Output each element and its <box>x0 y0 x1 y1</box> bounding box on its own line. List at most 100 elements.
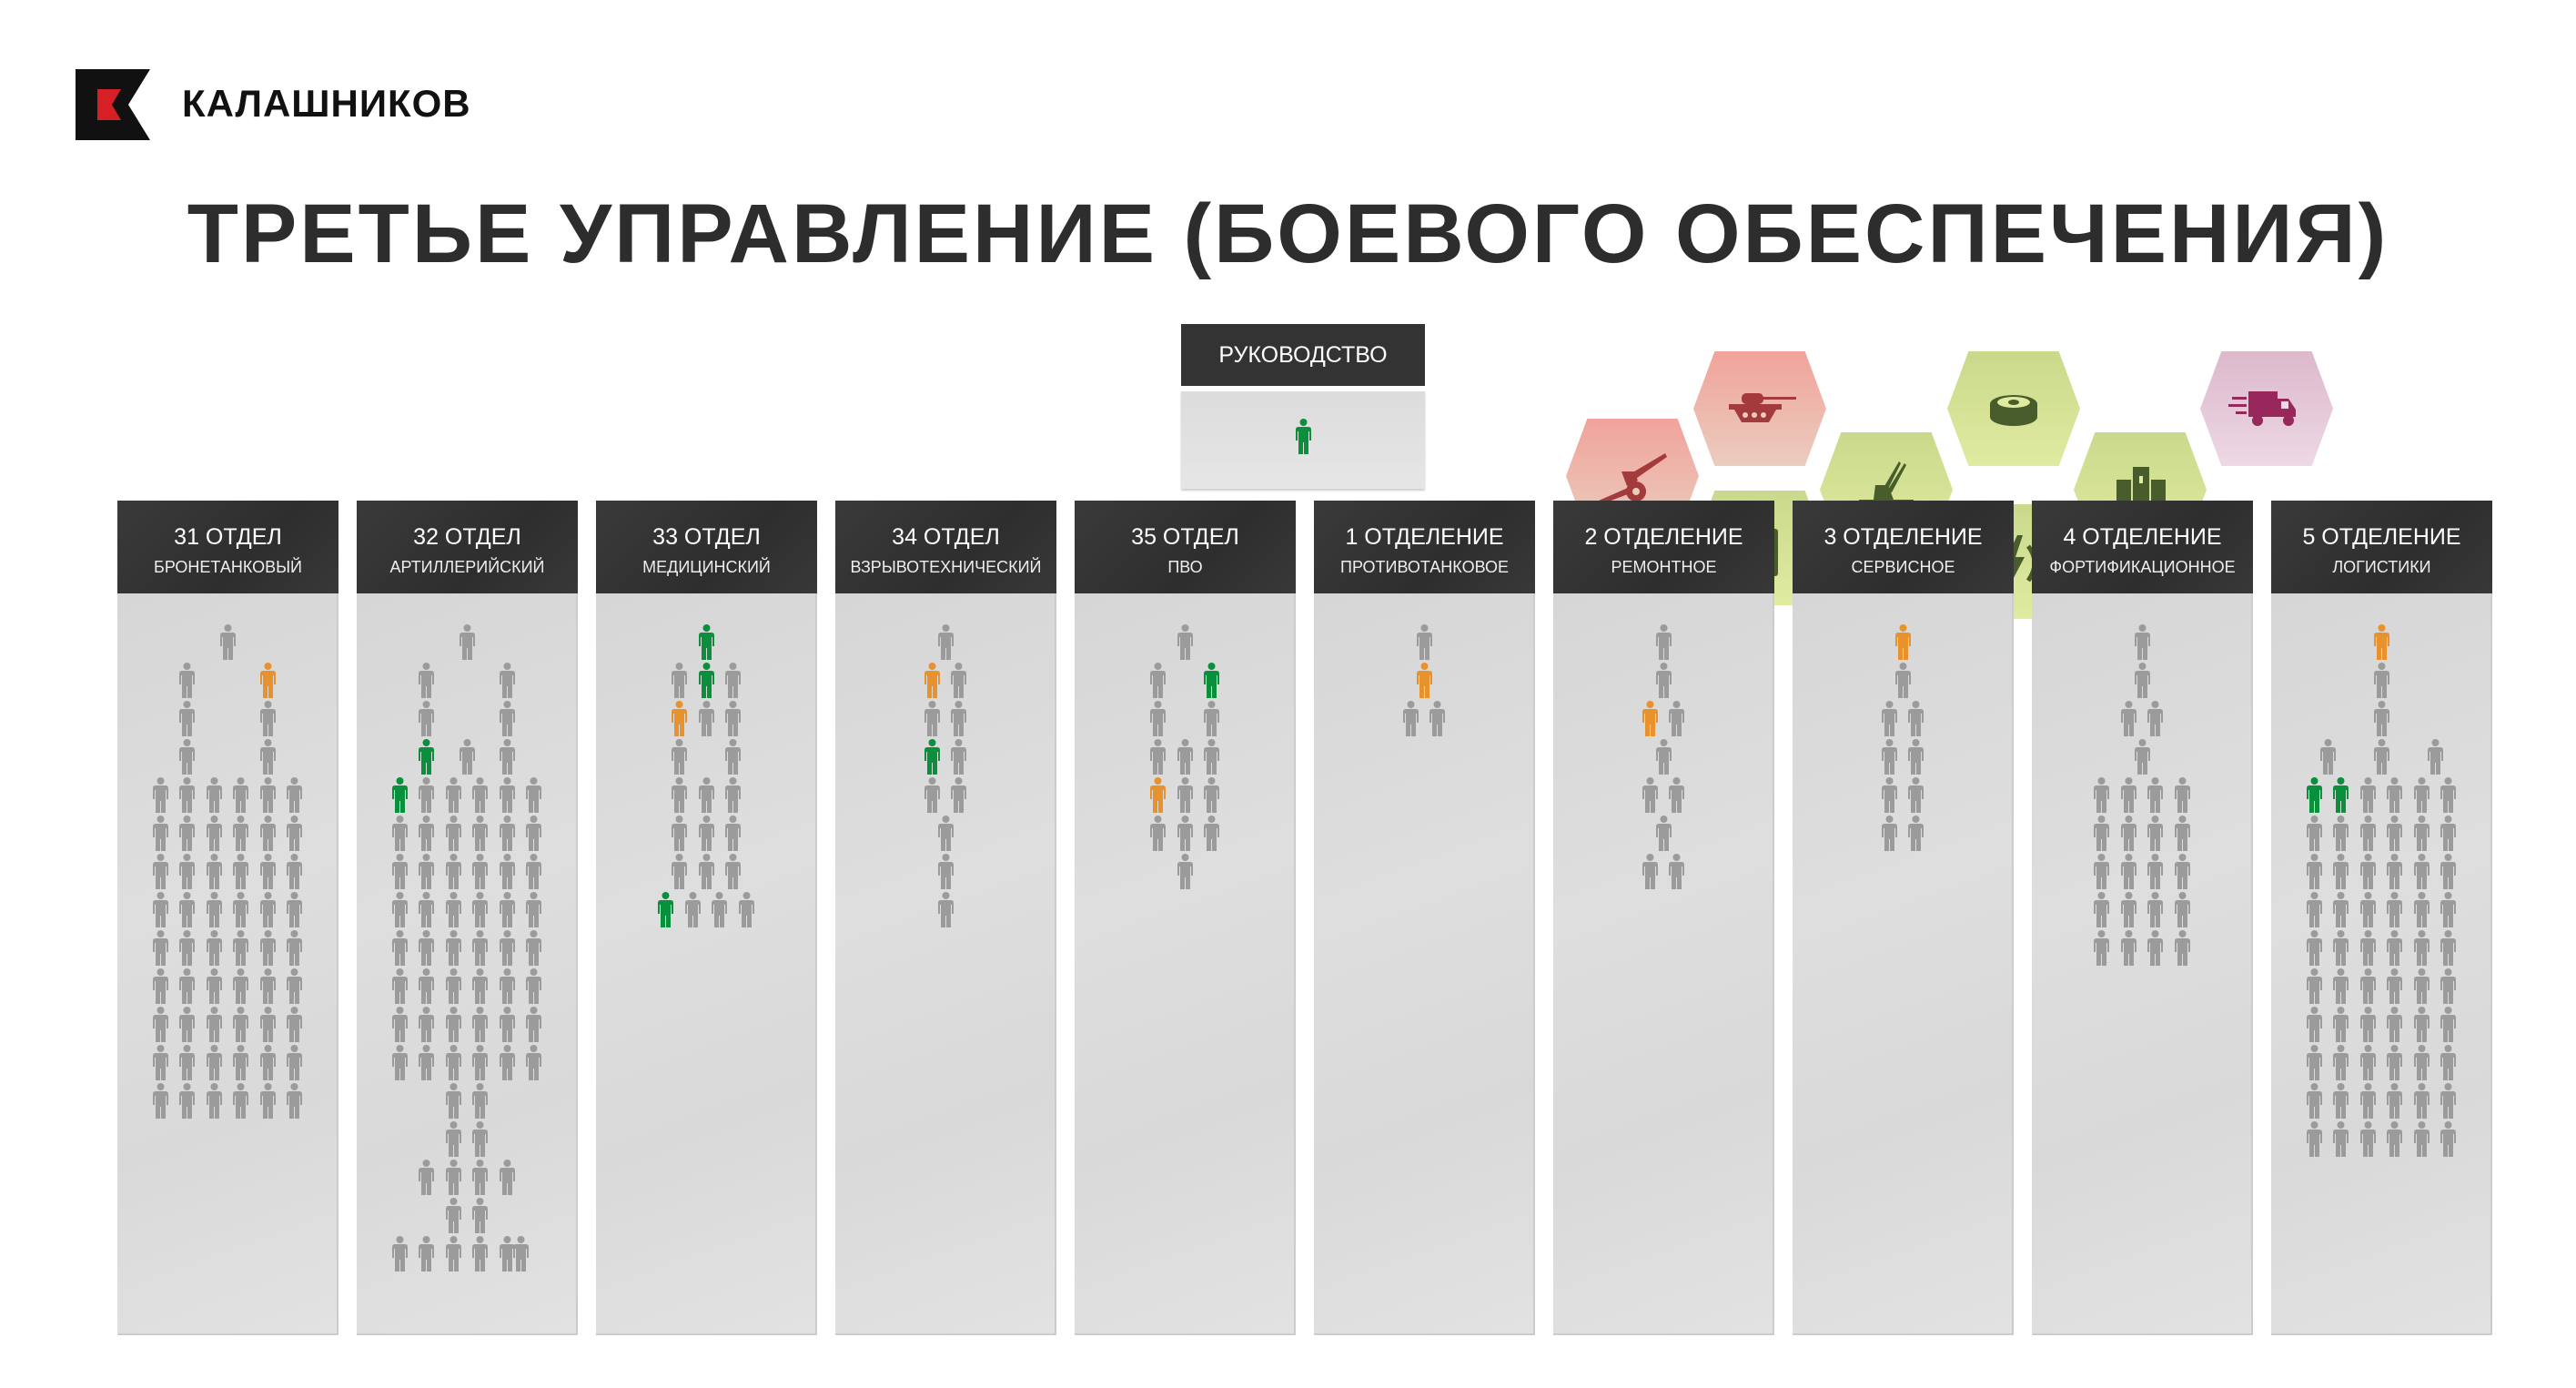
person-icon <box>1655 624 1672 660</box>
page-title: ТРЕТЬЕ УПРАВЛЕНИЕ (БОЕВОГО ОБЕСПЕЧЕНИЯ) <box>187 187 2389 280</box>
department-staff-area <box>2032 593 2253 1335</box>
department-header: 5 ОТДЕЛЕНИЕ ЛОГИСТИКИ <box>2271 501 2492 593</box>
person-icon <box>1416 663 1432 698</box>
person-icon <box>672 663 687 698</box>
department-column: 4 ОТДЕЛЕНИЕ ФОРТИФИКАЦИОННОЕ <box>2032 501 2253 1335</box>
person-icon <box>179 854 196 889</box>
person-icon <box>419 1236 435 1271</box>
person-icon <box>698 701 714 736</box>
person-icon <box>725 854 741 889</box>
department-staff-area <box>835 593 1056 1335</box>
person-icon <box>1204 663 1219 698</box>
person-icon <box>1177 854 1193 889</box>
person-icon <box>152 892 168 927</box>
person-icon <box>2359 854 2376 889</box>
person-icon <box>1204 739 1219 775</box>
person-icon <box>658 892 674 927</box>
person-icon <box>1642 701 1658 736</box>
person-icon <box>2094 892 2110 927</box>
person-icon <box>391 854 408 889</box>
person-icon <box>2174 930 2190 966</box>
person-icon <box>233 1007 249 1042</box>
department-title: 31 ОТДЕЛ <box>174 524 282 550</box>
person-icon <box>472 854 489 889</box>
branch-hexagon <box>1947 351 2080 466</box>
person-icon <box>2359 1045 2376 1080</box>
person-icon <box>206 1083 222 1119</box>
person-icon <box>152 854 168 889</box>
person-icon <box>2440 892 2457 927</box>
department-column: 2 ОТДЕЛЕНИЕ РЕМОНТНОЕ <box>1553 501 1774 1335</box>
person-icon <box>499 663 515 698</box>
person-icon <box>2120 854 2137 889</box>
person-icon <box>1881 816 1897 851</box>
person-icon <box>2387 777 2403 813</box>
department-header: 35 ОТДЕЛ ПВО <box>1075 501 1296 593</box>
person-icon <box>2359 892 2376 927</box>
department-subtitle: ПРОТИВОТАНКОВОЕ <box>1340 558 1509 576</box>
person-icon <box>233 1045 249 1080</box>
person-icon <box>924 663 940 698</box>
person-icon <box>179 701 196 736</box>
person-icon <box>2373 701 2389 736</box>
person-icon <box>1642 777 1658 813</box>
person-icon <box>1908 701 1924 736</box>
person-icon <box>1177 739 1193 775</box>
person-icon <box>445 1160 461 1195</box>
delivery-truck-icon <box>2228 391 2296 426</box>
department-header: 34 ОТДЕЛ ВЗРЫВОТЕХНИЧЕСКИЙ <box>835 501 1056 593</box>
person-icon <box>698 624 714 660</box>
person-icon <box>219 624 236 660</box>
person-icon <box>419 816 435 851</box>
person-icon <box>391 777 408 813</box>
person-icon <box>2333 930 2349 966</box>
person-icon <box>472 777 489 813</box>
person-icon <box>2333 968 2349 1004</box>
person-icon <box>698 816 714 851</box>
person-icon <box>1150 739 1166 775</box>
person-icon <box>2440 1007 2457 1042</box>
person-icon <box>2147 930 2164 966</box>
kalashnikov-logo <box>76 69 150 140</box>
department-header: 33 ОТДЕЛ МЕДИЦИНСКИЙ <box>596 501 817 593</box>
person-icon <box>419 1007 435 1042</box>
person-icon <box>2387 930 2403 966</box>
person-icon <box>924 739 940 775</box>
person-icon <box>2174 816 2190 851</box>
person-icon <box>1908 739 1924 775</box>
person-icon <box>2413 892 2430 927</box>
person-icon <box>2306 777 2322 813</box>
person-icon <box>526 816 542 851</box>
person-icon <box>287 1007 303 1042</box>
person-icon <box>2120 892 2137 927</box>
person-icon <box>2413 816 2430 851</box>
person-icon <box>937 854 954 889</box>
person-icon <box>419 1045 435 1080</box>
branch-hexagon <box>2200 351 2333 466</box>
person-icon <box>698 663 714 698</box>
person-icon <box>2387 1083 2403 1119</box>
person-icon <box>526 968 542 1004</box>
person-icon <box>233 1083 249 1119</box>
department-title: 34 ОТДЕЛ <box>892 524 1000 550</box>
person-icon <box>951 739 967 775</box>
person-icon <box>672 816 687 851</box>
person-icon <box>445 1007 461 1042</box>
department-title: 32 ОТДЕЛ <box>413 524 521 550</box>
person-icon <box>259 777 276 813</box>
person-icon <box>2440 777 2457 813</box>
person-icon <box>1894 624 1911 660</box>
person-icon <box>1655 663 1672 698</box>
person-icon <box>2333 777 2349 813</box>
person-icon <box>725 816 741 851</box>
department-header: 31 ОТДЕЛ БРОНЕТАНКОВЫЙ <box>117 501 338 593</box>
department-title: 1 ОТДЕЛЕНИЕ <box>1345 524 1504 550</box>
person-icon <box>526 892 542 927</box>
person-icon <box>472 816 489 851</box>
person-icon <box>526 777 542 813</box>
person-icon <box>259 854 276 889</box>
department-staff-area <box>596 593 817 1335</box>
person-icon <box>1881 777 1897 813</box>
person-icon <box>1669 854 1685 889</box>
department-header: 2 ОТДЕЛЕНИЕ РЕМОНТНОЕ <box>1553 501 1774 593</box>
